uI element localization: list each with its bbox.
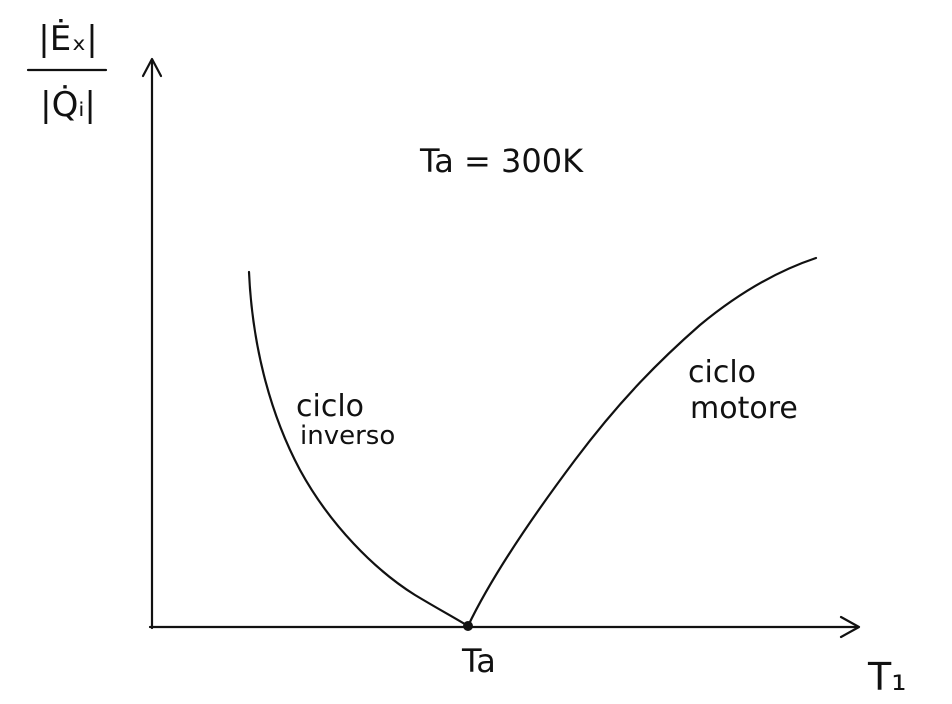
- y-axis-label-denominator: |Q̇ᵢ|: [40, 85, 96, 125]
- series-label-ciclo-motore-line1: ciclo: [688, 355, 756, 390]
- series-label-ciclo-motore-line2: motore: [690, 391, 798, 426]
- y-axis-label-numerator: |Ėₓ|: [38, 19, 97, 59]
- series-line-ciclo-motore: [466, 256, 818, 628]
- y-axis-arrow: [141, 57, 163, 78]
- annotation-ta-300k: Ta = 300K: [419, 142, 584, 180]
- series-label-ciclo-inverso-line2: inverso: [300, 421, 395, 451]
- x-axis-label: T₁: [867, 655, 906, 699]
- data-point-ta: [463, 621, 473, 631]
- x-tick-label-ta: Ta: [461, 642, 496, 680]
- series-label-ciclo-inverso-line1: ciclo: [296, 389, 364, 424]
- series-line-ciclo-inverso: [247, 270, 470, 628]
- x-axis-arrow: [839, 615, 861, 639]
